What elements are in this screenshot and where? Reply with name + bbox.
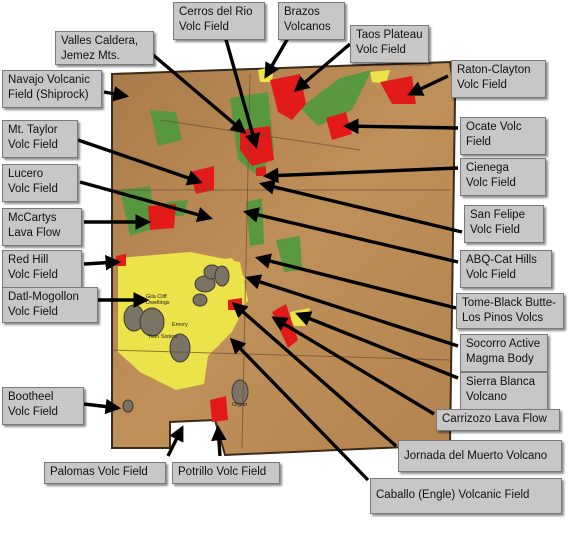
arrow-abq	[242, 207, 459, 264]
map-annotation-organ: Organ	[232, 402, 247, 408]
arrow-jornada	[231, 301, 398, 448]
label-caballo: Caballo (Engle) Volcanic Field	[370, 478, 562, 514]
arrow-tome	[254, 253, 457, 310]
label-valles-caldera: Valles Caldera, Jemez Mts.	[55, 31, 154, 65]
pointer-arrows	[77, 35, 463, 482]
arrow-san-felipe	[258, 179, 463, 234]
label-taos-plateau: Taos Plateau Volc Field	[350, 25, 429, 63]
arrow-navajo	[103, 86, 130, 102]
calderas	[122, 264, 249, 413]
label-jornada: Jornada del Muerto Volcano	[398, 440, 562, 472]
arrow-cienega	[262, 166, 459, 184]
map-annotation-gila: Gila Cliff Dwellings	[146, 294, 170, 306]
map-annotation-emory: Emory	[172, 322, 188, 328]
label-datl-mogollon: Datl-Mogollon Volc Field	[2, 287, 98, 323]
label-tome-black-butte: Tome-Black Butte- Los Pinos Volcs	[456, 293, 564, 329]
arrow-mt-taylor	[77, 138, 203, 186]
label-ocate: Ocate Volc Field	[460, 117, 546, 155]
label-mt-taylor: Mt. Taylor Volc Field	[2, 120, 78, 158]
map-annotation-twin-sisters: Twin Sisters	[148, 334, 178, 340]
arrow-valles	[150, 52, 247, 135]
label-mccartys: McCartys Lava Flow	[2, 208, 82, 246]
label-lucero: Lucero Volc Field	[2, 164, 78, 202]
label-cienega: Cienega Volc Field	[460, 158, 546, 196]
arrow-taos	[293, 42, 352, 93]
arrow-raton	[407, 74, 449, 96]
label-raton-clayton: Raton-Clayton Volc Field	[451, 60, 546, 98]
label-palomas: Palomas Volc Field	[44, 462, 166, 484]
label-bootheel: Bootheel Volc Field	[2, 387, 84, 425]
label-carrizozo: Carrizozo Lava Flow	[436, 409, 560, 431]
arrow-cerros	[223, 35, 261, 150]
arrow-potrillo	[211, 424, 227, 457]
label-red-hill: Red Hill Volc Field	[2, 250, 82, 288]
label-sierra-blanca: Sierra Blanca Volcano	[460, 372, 548, 410]
arrow-brazos	[264, 37, 290, 79]
label-brazos-volcanos: Brazos Volcanos	[278, 2, 345, 40]
arrow-ocate	[342, 118, 459, 135]
arrow-socorro	[245, 274, 459, 348]
arrow-bootheel	[83, 398, 122, 415]
label-socorro-magma: Socorro Active Magma Body	[460, 334, 548, 372]
arrow-sierra-blanca	[295, 311, 459, 380]
arrow-lucero	[79, 180, 214, 223]
arrow-caballo	[229, 337, 370, 482]
label-san-felipe: San Felipe Volc Field	[464, 205, 544, 243]
arrow-palomas	[166, 425, 184, 457]
label-cerros-del-rio: Cerros del Rio Volc Field	[173, 2, 265, 40]
label-navajo-volcanic: Navajo Volcanic Field (Shiprock)	[2, 70, 102, 108]
arrow-carrizozo	[271, 316, 435, 416]
label-abq-cat-hills: ABQ-Cat Hills Volc Field	[460, 250, 552, 288]
arrow-red-hill	[83, 254, 122, 271]
label-potrillo: Potrillo Volc Field	[172, 462, 280, 484]
